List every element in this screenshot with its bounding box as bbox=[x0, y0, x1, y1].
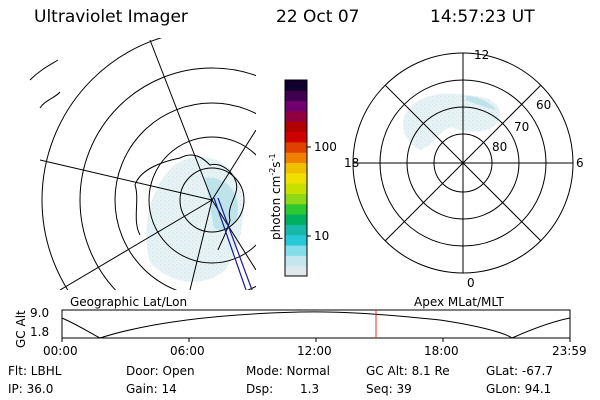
lon-line bbox=[149, 39, 213, 201]
colorbar-swatch bbox=[285, 131, 307, 143]
lat-circle bbox=[114, 102, 256, 290]
dsp-status-value: 1.3 bbox=[300, 382, 320, 396]
colorbar-swatch bbox=[285, 152, 307, 164]
geographic-panel-label: Geographic Lat/Lon bbox=[70, 295, 188, 309]
ip-status: IP: 36.0 bbox=[8, 382, 54, 396]
polar-plot bbox=[352, 52, 574, 274]
altitude-ymin: 1.8 bbox=[30, 325, 50, 339]
xtick-label: 12:00 bbox=[297, 344, 332, 358]
xtick-label: 18:00 bbox=[424, 344, 459, 358]
xtick-label: 23:59 bbox=[552, 344, 587, 358]
mlt-label-0: 0 bbox=[467, 276, 475, 290]
coastline bbox=[29, 59, 59, 81]
mlt-label-6: 6 bbox=[576, 156, 584, 170]
mode-status: Mode: Normal bbox=[246, 364, 330, 378]
geographic-map bbox=[29, 38, 256, 290]
lat-label-60: 60 bbox=[536, 98, 552, 112]
colorbar-swatch bbox=[285, 255, 307, 267]
altitude-ylabel: GC Alt bbox=[14, 310, 28, 348]
colorbar-unit-label: photon cm-2s-1 bbox=[268, 153, 283, 240]
gc-alt-status: GC Alt: 8.1 Re bbox=[366, 364, 450, 378]
colorbar-swatch bbox=[285, 100, 307, 112]
door-status: Door: Open bbox=[126, 364, 195, 378]
seq-status: Seq: 39 bbox=[366, 382, 412, 396]
lon-line bbox=[189, 199, 213, 290]
lon-line bbox=[211, 129, 256, 201]
colorbar-swatch bbox=[285, 121, 307, 133]
altitude-plot bbox=[61, 309, 571, 342]
mlt-diagonal bbox=[384, 84, 542, 242]
apex-panel-label: Apex MLat/MLT bbox=[414, 295, 504, 309]
mlt-label-18: 18 bbox=[344, 156, 360, 170]
glon-status: GLon: 94.1 bbox=[486, 382, 552, 396]
colorbar-swatch bbox=[285, 172, 307, 184]
lon-line bbox=[39, 159, 213, 201]
lat-label-80: 80 bbox=[492, 140, 508, 154]
colorbar-frame bbox=[284, 79, 308, 277]
lon-line bbox=[59, 199, 213, 290]
colorbar-swatch bbox=[285, 183, 307, 194]
coastline bbox=[39, 91, 61, 109]
altitude-ymax: 9.0 bbox=[30, 306, 50, 320]
xtick-label: 00:00 bbox=[43, 344, 78, 358]
gain-status: Gain: 14 bbox=[126, 382, 177, 396]
colorbar-tick-label: 100 bbox=[314, 140, 337, 154]
altitude-frame bbox=[61, 309, 571, 339]
colorbar-swatch bbox=[285, 162, 307, 174]
colorbar-swatch bbox=[285, 214, 307, 225]
lat-circle bbox=[41, 38, 163, 290]
lat-circle bbox=[179, 167, 245, 233]
instrument-title: Ultraviolet Imager bbox=[34, 7, 188, 27]
altitude-curve bbox=[61, 311, 571, 339]
colorbar-swatch bbox=[285, 110, 307, 122]
colorbar-swatch bbox=[285, 265, 307, 277]
lat-label-70: 70 bbox=[514, 120, 530, 134]
time-label: 14:57:23 UT bbox=[430, 7, 535, 27]
colorbar-swatch bbox=[285, 245, 307, 256]
lat-circle bbox=[148, 136, 256, 264]
colorbar bbox=[285, 80, 307, 277]
colorbar-swatch bbox=[285, 90, 307, 102]
colorbar-swatch bbox=[285, 234, 307, 246]
flt-status: Flt: LBHL bbox=[8, 364, 62, 378]
colorbar-swatch bbox=[285, 224, 307, 236]
colorbar-swatch bbox=[285, 193, 307, 205]
colorbar-swatch bbox=[285, 203, 307, 215]
dsp-status-label: Dsp: bbox=[246, 382, 274, 396]
aurora-region bbox=[403, 93, 501, 150]
colorbar-tick-label: 10 bbox=[314, 229, 330, 243]
orbit-track bbox=[217, 197, 253, 290]
colorbar-swatch bbox=[285, 80, 307, 91]
mlt-label-12: 12 bbox=[474, 48, 490, 62]
glat-status: GLat: -67.7 bbox=[486, 364, 553, 378]
orbit-track bbox=[213, 197, 247, 290]
aurora-bright-region bbox=[466, 96, 496, 110]
colorbar-swatch bbox=[285, 141, 307, 153]
xtick-label: 06:00 bbox=[170, 344, 205, 358]
date-label: 22 Oct 07 bbox=[276, 7, 360, 27]
coastline bbox=[134, 154, 238, 251]
lat-circle bbox=[79, 67, 256, 290]
